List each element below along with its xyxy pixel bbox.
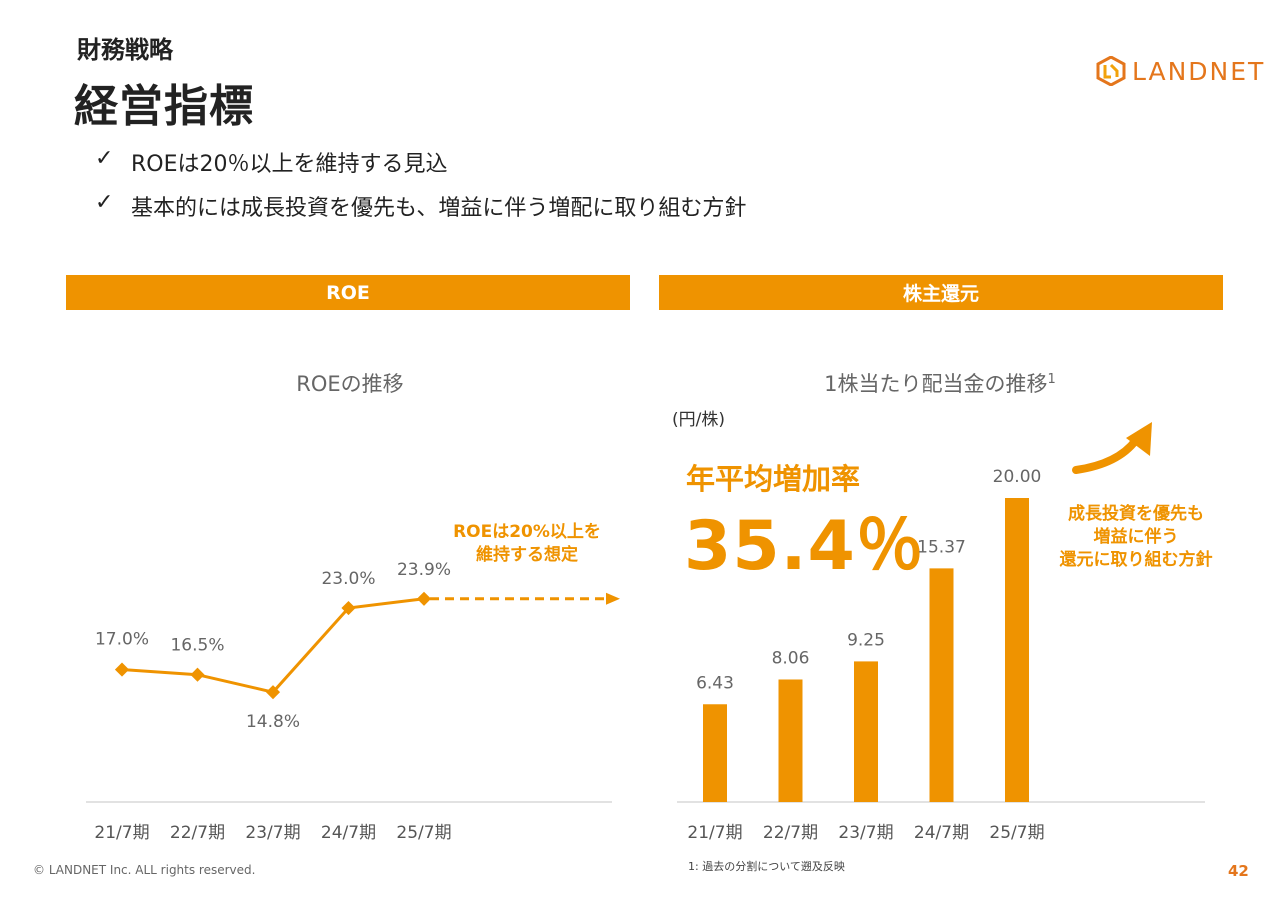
bullet-roe: ✓ ROEは20％以上を維持する見込: [95, 146, 448, 178]
dividend-bar: [1005, 498, 1029, 802]
dividend-bar: [703, 704, 727, 802]
bullet-text: 基本的には成長投資を優先も、増益に伴う増配に取り組む方針: [131, 196, 747, 221]
cagr-label: 年平均増加率: [686, 462, 861, 496]
roe-line-chart: 17.0% 16.5% 14.8% 23.0% 23.9% 21/7期 22/7期 23/7…: [86, 560, 620, 843]
footnote: 1: 過去の分割について遡及反映: [688, 860, 845, 873]
roe-data-point: [114, 662, 130, 677]
dividend-category-label: 25/7期: [989, 823, 1044, 843]
roe-dash-arrow-icon: [606, 592, 620, 605]
footnote-marker: 1: [1047, 372, 1056, 387]
roe-data-label: 17.0%: [95, 630, 149, 650]
roe-data-label: 16.5%: [170, 636, 224, 656]
roe-category-label: 22/7期: [170, 823, 225, 843]
dividend-value-label: 8.06: [772, 648, 810, 668]
roe-category-label: 21/7期: [94, 823, 149, 843]
note-line: 維持する想定: [476, 545, 578, 565]
roe-data-label: 23.0%: [321, 569, 375, 589]
dividend-value-label: 9.25: [847, 630, 885, 650]
growth-arrow-icon: [1072, 422, 1152, 474]
copyright: © LANDNET Inc. ALL rights reserved.: [33, 863, 256, 877]
roe-data-label: 14.8%: [246, 712, 300, 732]
roe-series-line: [121, 597, 425, 694]
shareholder-return-band: 株主還元: [659, 275, 1223, 310]
cagr-value: 35.4％: [684, 507, 925, 586]
dividend-value-label: 15.37: [917, 537, 966, 557]
check-icon: ✓: [95, 146, 114, 171]
page-number: 42: [1228, 862, 1249, 880]
dividend-value-label: 20.00: [993, 467, 1042, 487]
roe-category-label: 23/7期: [245, 823, 300, 843]
dividend-bar-chart: 6.43 8.06 9.25 15.37 20.00 21/7期 22/7期 23/7期 24…: [677, 467, 1205, 843]
dividend-value-label: 6.43: [696, 673, 734, 693]
dividend-chart-title-text: 1株当たり配当金の推移: [824, 372, 1048, 396]
check-icon: ✓: [95, 190, 114, 215]
roe-category-label: 25/7期: [396, 823, 451, 843]
logo-text: LANDNET: [1132, 56, 1266, 86]
roe-data-label: 23.9%: [397, 560, 451, 580]
roe-target-note: ROEは20%以上を 維持する想定: [432, 521, 622, 567]
roe-data-point: [265, 685, 281, 700]
dividend-category-label: 23/7期: [838, 823, 893, 843]
dividend-policy-note: 成長投資を優先も 増益に伴う 還元に取り組む方針: [1036, 503, 1236, 572]
roe-data-point: [341, 600, 356, 616]
dividend-bar: [854, 661, 878, 802]
company-logo: LANDNET: [1096, 56, 1265, 86]
roe-chart-title: ROEの推移: [296, 372, 404, 396]
roe-data-point: [416, 591, 432, 606]
roe-band: ROE: [66, 275, 630, 310]
section-label: 財務戦略: [77, 36, 173, 64]
dividend-bar: [778, 679, 803, 802]
page-title: 経営指標: [74, 81, 254, 132]
bullet-dividend: ✓ 基本的には成長投資を優先も、増益に伴う増配に取り組む方針: [95, 190, 746, 222]
roe-category-label: 24/7期: [321, 823, 376, 843]
note-line: 還元に取り組む方針: [1059, 550, 1213, 570]
roe-data-point: [190, 667, 205, 682]
note-line: 増益に伴う: [1093, 527, 1179, 547]
bullet-text: ROEは20％以上を維持する見込: [131, 152, 448, 177]
dividend-category-label: 22/7期: [763, 823, 818, 843]
dividend-unit: (円/株): [672, 410, 725, 430]
dividend-category-label: 24/7期: [914, 823, 969, 843]
landnet-logo-icon: [1096, 56, 1126, 86]
note-line: 成長投資を優先も: [1068, 504, 1204, 524]
dividend-bar: [929, 568, 954, 802]
note-line: ROEは20%以上を: [453, 522, 601, 542]
dividend-category-label: 21/7期: [687, 823, 742, 843]
dividend-chart-title: 1株当たり配当金の推移1: [780, 368, 1100, 398]
